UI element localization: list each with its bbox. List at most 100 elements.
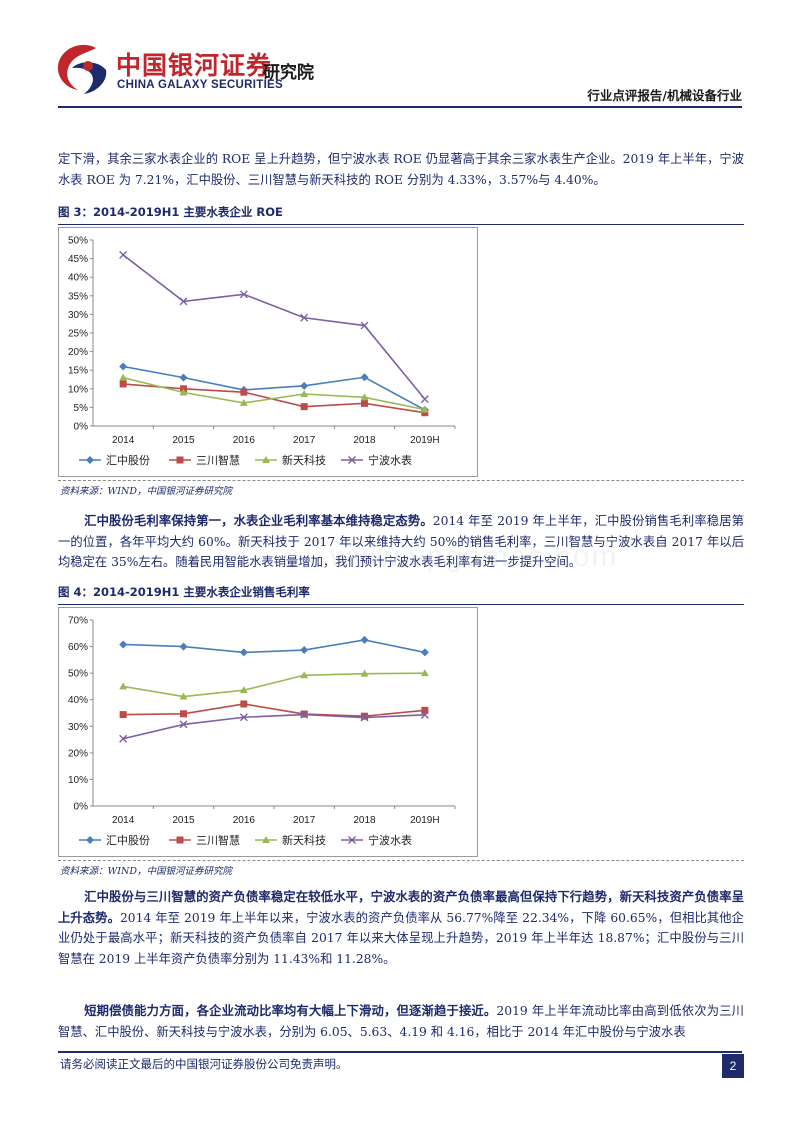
x-tick-label: 2019H bbox=[410, 815, 439, 826]
data-point bbox=[300, 381, 309, 390]
data-point bbox=[300, 390, 309, 398]
legend-label: 新天科技 bbox=[282, 453, 326, 467]
page-header: 中国银河证券 CHINA GALAXY SECURITIES 研究院 行业点评报… bbox=[0, 0, 800, 110]
data-point bbox=[119, 734, 128, 743]
x-tick-label: 2016 bbox=[233, 435, 256, 446]
data-point bbox=[179, 297, 188, 306]
data-point bbox=[360, 635, 369, 644]
y-tick-label: 0% bbox=[74, 802, 89, 813]
series-line-3 bbox=[122, 376, 425, 411]
data-point bbox=[119, 640, 128, 649]
data-point bbox=[239, 290, 248, 299]
data-point bbox=[119, 682, 128, 690]
data-point bbox=[119, 380, 127, 388]
figure-3-title: 图 3：2014-2019H1 主要水表企业 ROE bbox=[58, 204, 744, 225]
figure-4-source: 资料来源：WIND，中国银河证券研究院 bbox=[60, 866, 232, 877]
figure-4-chart-frame: 0% 10% 20% 30% 40% 50% 60% 70% 2014 2015 2016 2017 2… bbox=[58, 607, 478, 857]
data-point bbox=[240, 388, 248, 396]
legend-marker bbox=[262, 836, 270, 843]
x-tick-label: 2017 bbox=[293, 435, 316, 446]
brand-institute: 研究院 bbox=[263, 63, 314, 83]
legend-label: 宁波水表 bbox=[368, 833, 412, 847]
data-point bbox=[179, 373, 188, 382]
data-point bbox=[119, 250, 128, 259]
source-divider bbox=[58, 480, 744, 481]
figure-3-source: 资料来源：WIND，中国银河证券研究院 bbox=[60, 486, 232, 497]
legend-marker bbox=[176, 836, 184, 844]
data-point bbox=[239, 713, 248, 722]
data-point bbox=[179, 642, 188, 651]
data-point bbox=[179, 692, 188, 700]
y-tick-label: 30% bbox=[68, 722, 88, 733]
x-tick-label: 2018 bbox=[353, 435, 376, 446]
data-point bbox=[300, 313, 309, 322]
source-divider bbox=[58, 860, 744, 861]
legend-marker bbox=[86, 836, 94, 844]
data-point bbox=[361, 399, 368, 407]
data-point bbox=[420, 405, 429, 413]
legend-label: 宁波水表 bbox=[368, 453, 412, 467]
data-point bbox=[360, 373, 369, 382]
y-tick-label: 70% bbox=[68, 616, 88, 627]
data-point bbox=[179, 720, 188, 729]
data-point bbox=[300, 710, 309, 719]
x-tick-label: 2015 bbox=[172, 435, 195, 446]
x-tick-label: 2014 bbox=[112, 815, 135, 826]
paragraph-lead: 汇中股份与三川智慧的资产负债率稳定在较低水平，宁波水表的资产负债率最高但保持下行… bbox=[58, 889, 744, 925]
data-point bbox=[119, 362, 128, 371]
y-tick-label: 45% bbox=[68, 254, 88, 265]
report-type: 行业点评报告/机械设备行业 bbox=[587, 88, 742, 103]
x-tick-label: 2014 bbox=[112, 435, 135, 446]
legend-label: 汇中股份 bbox=[106, 834, 150, 847]
legend-marker bbox=[348, 456, 356, 464]
data-point bbox=[239, 398, 248, 406]
legend-marker bbox=[86, 456, 94, 464]
x-tick-label: 2015 bbox=[172, 815, 195, 826]
y-tick-label: 20% bbox=[68, 347, 88, 358]
data-point bbox=[421, 706, 429, 714]
data-point bbox=[300, 646, 309, 655]
y-tick-label: 5% bbox=[74, 403, 89, 414]
y-tick-label: 30% bbox=[68, 310, 88, 321]
data-point bbox=[180, 710, 187, 718]
series-line-3 bbox=[123, 672, 425, 698]
data-point bbox=[239, 648, 248, 657]
x-tick-label: 2019H bbox=[410, 435, 439, 446]
series-line-4 bbox=[122, 254, 426, 400]
data-point bbox=[420, 710, 429, 719]
figure-3-chart-frame: 0% 5% 10% 15% 20% 25% 30% 35% 40% 45% 50% 2014 2015 2… bbox=[58, 227, 478, 477]
data-point bbox=[240, 700, 248, 708]
paragraph-text: 2014 年至 2019 年上半年，汇中股份销售毛利率稳居第一的位置，各年平均大… bbox=[58, 514, 744, 569]
paragraph-debt-ratio: 汇中股份与三川智慧的资产负债率稳定在较低水平，宁波水表的资产负债率最高但保持下行… bbox=[58, 887, 744, 969]
y-tick-label: 15% bbox=[68, 366, 88, 377]
legend-marker bbox=[262, 456, 270, 463]
brand-name-cn: 中国银河证券 bbox=[116, 51, 273, 80]
legend-marker bbox=[348, 836, 356, 844]
data-point bbox=[420, 395, 429, 404]
header-divider bbox=[58, 106, 742, 108]
series-line-1 bbox=[123, 639, 425, 654]
x-tick-label: 2018 bbox=[353, 815, 376, 826]
data-point bbox=[119, 711, 127, 719]
paragraph-current-ratio: 短期偿债能力方面，各企业流动比率均有大幅上下滑动，但逐渐趋于接近。2019 年上… bbox=[58, 1001, 744, 1042]
legend-label: 三川智慧 bbox=[196, 833, 240, 847]
data-point bbox=[421, 409, 429, 417]
figure-4-title: 图 4：2014-2019H1 主要水表企业销售毛利率 bbox=[58, 584, 744, 605]
y-tick-label: 50% bbox=[68, 236, 88, 247]
paragraph-text: 2014 年至 2019 年上半年以来，宁波水表的资产负债率从 56.77%降至… bbox=[58, 910, 744, 966]
paragraph-gross-margin: 汇中股份毛利率保持第一，水表企业毛利率基本维持稳定态势。2014 年至 2019… bbox=[58, 511, 744, 573]
data-point bbox=[360, 713, 369, 722]
y-tick-label: 25% bbox=[68, 329, 88, 340]
data-point bbox=[360, 321, 369, 330]
series-line-2 bbox=[123, 703, 425, 717]
y-tick-label: 10% bbox=[68, 775, 88, 786]
page-number: 2 bbox=[722, 1054, 744, 1078]
y-tick-label: 50% bbox=[68, 669, 88, 680]
data-point bbox=[239, 686, 248, 694]
y-tick-label: 40% bbox=[68, 695, 88, 706]
legend-label: 三川智慧 bbox=[196, 453, 240, 467]
data-point bbox=[420, 669, 429, 677]
data-point bbox=[360, 393, 369, 401]
data-point bbox=[300, 671, 309, 679]
y-tick-label: 0% bbox=[74, 422, 89, 433]
